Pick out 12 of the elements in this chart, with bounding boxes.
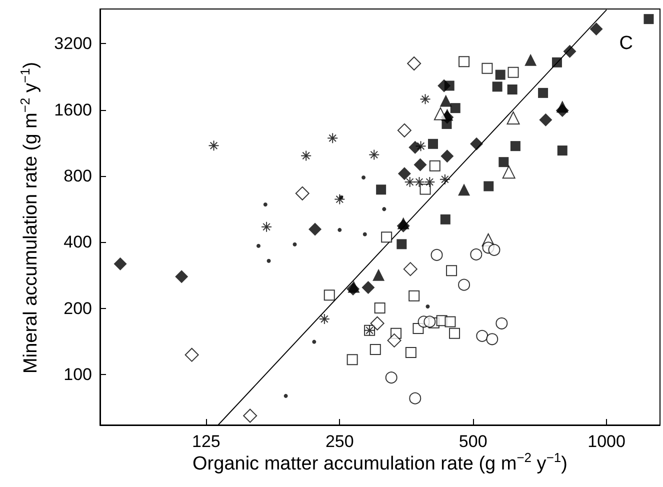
x-axis-title: Organic matter accumulation rate (g m$^{−2}$ y$^{−1}$) bbox=[192, 450, 568, 476]
x-tick-label: 1000 bbox=[588, 432, 626, 451]
y-tick-label: 800 bbox=[64, 166, 92, 186]
y-tick-label: 1600 bbox=[54, 100, 92, 120]
y-tick-label: 200 bbox=[64, 298, 92, 318]
y-tick-label: 100 bbox=[64, 365, 92, 384]
y-tick-label: 3200 bbox=[54, 34, 92, 54]
x-tick-label: 500 bbox=[458, 432, 488, 451]
x-tick-label: 125 bbox=[192, 432, 220, 451]
annotation: C bbox=[619, 33, 634, 54]
y-tick-label: 400 bbox=[64, 232, 92, 252]
x-tick-label: 250 bbox=[325, 432, 354, 451]
